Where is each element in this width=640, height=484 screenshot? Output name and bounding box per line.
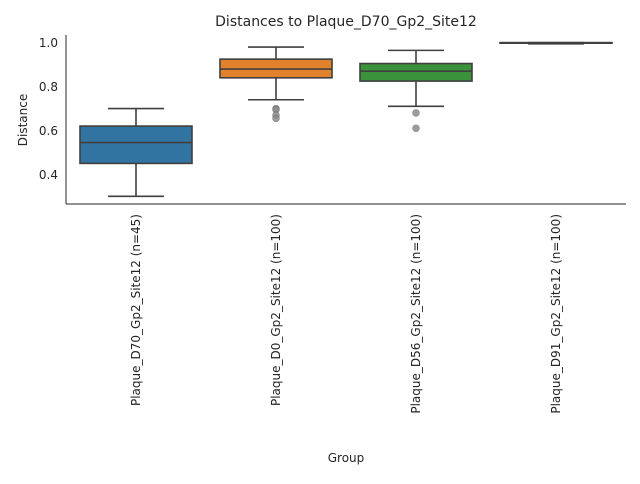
- x-tick-label: Plaque_D91_Gp2_Site12 (n=100): [549, 214, 563, 414]
- box-group: [79, 107, 193, 198]
- box-group: [219, 46, 333, 123]
- y-tick-label: 1.0: [39, 36, 58, 50]
- outlier-point: [412, 109, 420, 117]
- boxes: [79, 41, 613, 198]
- x-axis-label: Group: [328, 451, 365, 465]
- outlier-point: [272, 114, 280, 123]
- y-tick-label: 0.8: [39, 80, 58, 94]
- x-tick-label: Plaque_D70_Gp2_Site12 (n=45): [129, 214, 143, 406]
- x-tick-label: Plaque_D56_Gp2_Site12 (n=100): [409, 214, 423, 414]
- y-axis-label: Distance: [16, 94, 30, 146]
- x-tick-label: Plaque_D0_Gp2_Site12 (n=100): [269, 214, 283, 406]
- outlier-point: [412, 124, 420, 132]
- box-group: [499, 41, 613, 45]
- box-iqr: [359, 62, 473, 82]
- y-tick-label: 0.6: [39, 124, 58, 138]
- box-iqr: [79, 125, 193, 165]
- y-tick-label: 0.4: [39, 168, 58, 182]
- box-group: [359, 49, 473, 132]
- chart-title: Distances to Plaque_D70_Gp2_Site12: [215, 14, 477, 30]
- axes: 0.4 0.6 0.8 1.0 Plaque_D70_Gp2_Site12 (n=45)…: [39, 35, 626, 414]
